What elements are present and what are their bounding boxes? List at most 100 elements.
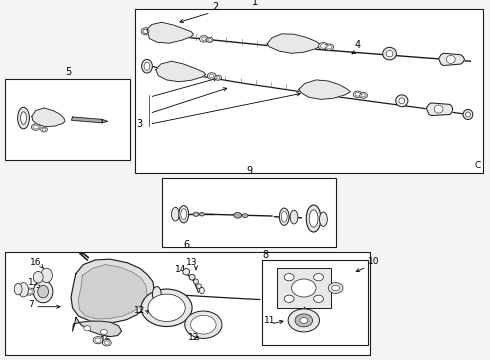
Circle shape — [201, 37, 206, 40]
Circle shape — [215, 75, 221, 80]
Circle shape — [143, 29, 149, 33]
Circle shape — [84, 326, 91, 331]
Circle shape — [141, 289, 192, 327]
Text: 4: 4 — [355, 40, 361, 50]
Ellipse shape — [33, 271, 43, 283]
Ellipse shape — [279, 208, 289, 225]
Polygon shape — [299, 80, 350, 99]
Ellipse shape — [290, 210, 298, 224]
Circle shape — [141, 28, 151, 35]
Ellipse shape — [21, 112, 26, 124]
Bar — [262, 260, 368, 345]
Circle shape — [100, 329, 107, 334]
Polygon shape — [156, 61, 206, 82]
Circle shape — [33, 125, 38, 129]
Circle shape — [195, 213, 197, 215]
Circle shape — [284, 274, 294, 281]
Ellipse shape — [199, 287, 204, 294]
Text: 2: 2 — [213, 1, 219, 12]
Text: 3: 3 — [136, 118, 142, 129]
Circle shape — [242, 213, 248, 218]
Polygon shape — [147, 22, 194, 43]
Ellipse shape — [446, 55, 455, 63]
Circle shape — [208, 39, 212, 41]
Circle shape — [199, 212, 204, 216]
Circle shape — [201, 213, 203, 215]
Circle shape — [26, 289, 32, 294]
Circle shape — [102, 339, 111, 346]
Ellipse shape — [19, 283, 28, 297]
Ellipse shape — [189, 274, 195, 280]
Polygon shape — [426, 103, 453, 116]
Circle shape — [42, 128, 46, 131]
Text: 16: 16 — [30, 258, 42, 267]
Text: 10: 10 — [368, 257, 379, 266]
Ellipse shape — [463, 109, 473, 120]
Circle shape — [207, 73, 216, 79]
Circle shape — [360, 93, 368, 98]
Circle shape — [314, 274, 323, 281]
Bar — [162, 178, 336, 247]
Ellipse shape — [152, 287, 161, 302]
Circle shape — [210, 74, 214, 77]
Circle shape — [95, 338, 101, 342]
Circle shape — [314, 295, 323, 302]
Polygon shape — [32, 108, 65, 127]
Polygon shape — [73, 318, 122, 337]
Polygon shape — [439, 53, 465, 66]
Ellipse shape — [434, 105, 443, 113]
Circle shape — [24, 288, 34, 295]
Ellipse shape — [181, 209, 187, 220]
Circle shape — [206, 37, 213, 42]
Circle shape — [318, 42, 328, 50]
Circle shape — [328, 283, 343, 293]
Bar — [277, 268, 331, 308]
Text: 15: 15 — [28, 278, 40, 287]
Polygon shape — [71, 259, 154, 323]
Text: C: C — [474, 161, 480, 170]
Ellipse shape — [183, 269, 190, 275]
Circle shape — [292, 279, 316, 297]
Circle shape — [320, 44, 326, 48]
Circle shape — [295, 314, 313, 327]
Ellipse shape — [33, 280, 53, 303]
Text: 11: 11 — [264, 316, 275, 325]
Bar — [135, 9, 483, 173]
Polygon shape — [102, 120, 108, 123]
Circle shape — [362, 94, 366, 97]
Ellipse shape — [196, 284, 201, 289]
Ellipse shape — [466, 112, 470, 117]
Circle shape — [325, 44, 334, 50]
Polygon shape — [78, 265, 147, 319]
Ellipse shape — [306, 205, 321, 232]
Text: 12: 12 — [134, 306, 146, 315]
Circle shape — [300, 318, 308, 323]
Circle shape — [199, 36, 208, 42]
Bar — [5, 79, 130, 160]
Ellipse shape — [172, 207, 179, 221]
Circle shape — [332, 285, 340, 291]
Text: 1: 1 — [252, 0, 258, 7]
Ellipse shape — [399, 98, 405, 104]
Circle shape — [104, 341, 109, 345]
Ellipse shape — [194, 279, 198, 284]
Circle shape — [41, 127, 48, 132]
Text: 7: 7 — [28, 300, 34, 309]
Text: 6: 6 — [183, 240, 189, 250]
Circle shape — [193, 212, 199, 216]
Circle shape — [217, 77, 220, 79]
Ellipse shape — [41, 268, 52, 283]
Circle shape — [327, 45, 332, 49]
Text: 9: 9 — [247, 166, 253, 176]
Ellipse shape — [386, 50, 393, 57]
Ellipse shape — [309, 210, 318, 227]
Ellipse shape — [319, 212, 327, 226]
Ellipse shape — [142, 59, 152, 73]
Text: 14: 14 — [174, 265, 186, 274]
Ellipse shape — [18, 107, 29, 129]
Polygon shape — [267, 34, 321, 53]
Circle shape — [355, 93, 360, 96]
Ellipse shape — [14, 283, 22, 295]
Polygon shape — [72, 117, 103, 123]
Ellipse shape — [144, 62, 150, 70]
